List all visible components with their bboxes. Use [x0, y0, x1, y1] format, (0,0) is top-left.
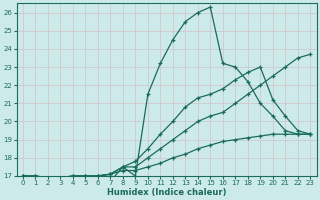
X-axis label: Humidex (Indice chaleur): Humidex (Indice chaleur) — [107, 188, 226, 197]
